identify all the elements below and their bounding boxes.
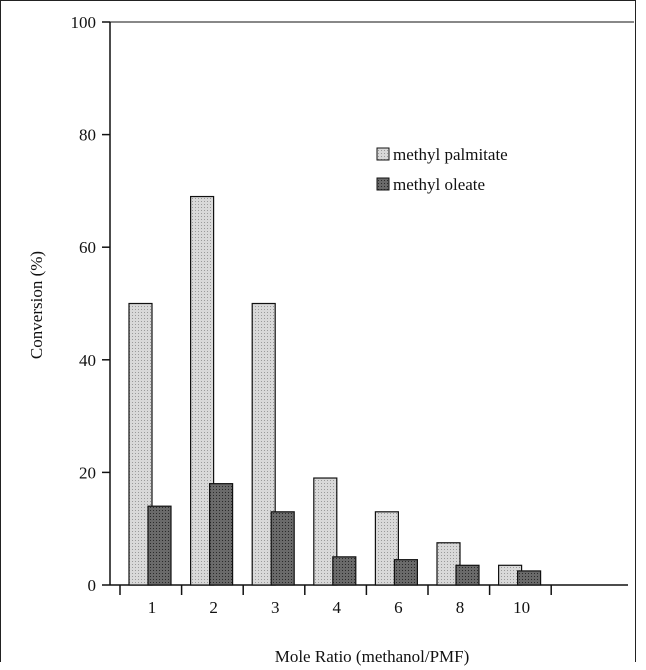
bar-methyl-oleate-4: [332, 556, 357, 586]
y-tick-label: 20: [79, 463, 96, 482]
x-tick-label: 6: [394, 598, 403, 617]
y-tick-label: 100: [71, 13, 97, 32]
axes: [109, 21, 634, 586]
x-tick-label: 8: [456, 598, 465, 617]
bar-methyl-oleate-8: [455, 564, 480, 586]
legend-label-methyl-palmitate: methyl palmitate: [393, 145, 508, 164]
legend-swatch-methyl-palmitate: [376, 147, 390, 161]
x-tick-label: 1: [148, 598, 157, 617]
legend-swatch-methyl-oleate: [376, 177, 390, 191]
bar-methyl-palmitate-1: [128, 302, 153, 586]
x-axis-title: Mole Ratio (methanol/PMF): [275, 647, 470, 666]
legend: methyl palmitate methyl oleate: [376, 145, 508, 194]
bar-methyl-oleate-1: [147, 505, 172, 586]
bar-methyl-palmitate-6: [374, 511, 399, 586]
x-ticks: 1 2 3 4 6 8 10: [119, 585, 552, 617]
bar-methyl-oleate-3: [270, 511, 295, 586]
y-tick-label: 60: [79, 238, 96, 257]
y-axis-title: Conversion (%): [27, 251, 46, 359]
bar-methyl-palmitate-4: [313, 477, 338, 586]
y-tick-label: 40: [79, 351, 96, 370]
bar-methyl-palmitate-3: [251, 302, 276, 586]
bar-methyl-oleate-6: [393, 559, 418, 586]
x-tick-label: 10: [513, 598, 530, 617]
bars: [128, 195, 542, 586]
x-tick-label: 4: [333, 598, 342, 617]
bar-methyl-palmitate-2: [190, 195, 215, 586]
y-tick-label: 80: [79, 126, 96, 145]
y-tick-label: 0: [88, 576, 97, 595]
y-ticks: 0 20 40 60 80 100: [71, 13, 110, 595]
x-tick-label: 3: [271, 598, 280, 617]
x-tick-label: 2: [209, 598, 218, 617]
chart-frame: [0, 0, 636, 662]
bar-methyl-palmitate-8: [436, 542, 461, 586]
legend-label-methyl-oleate: methyl oleate: [393, 175, 485, 194]
bar-methyl-oleate-10: [516, 570, 542, 586]
bar-methyl-oleate-2: [209, 483, 234, 586]
